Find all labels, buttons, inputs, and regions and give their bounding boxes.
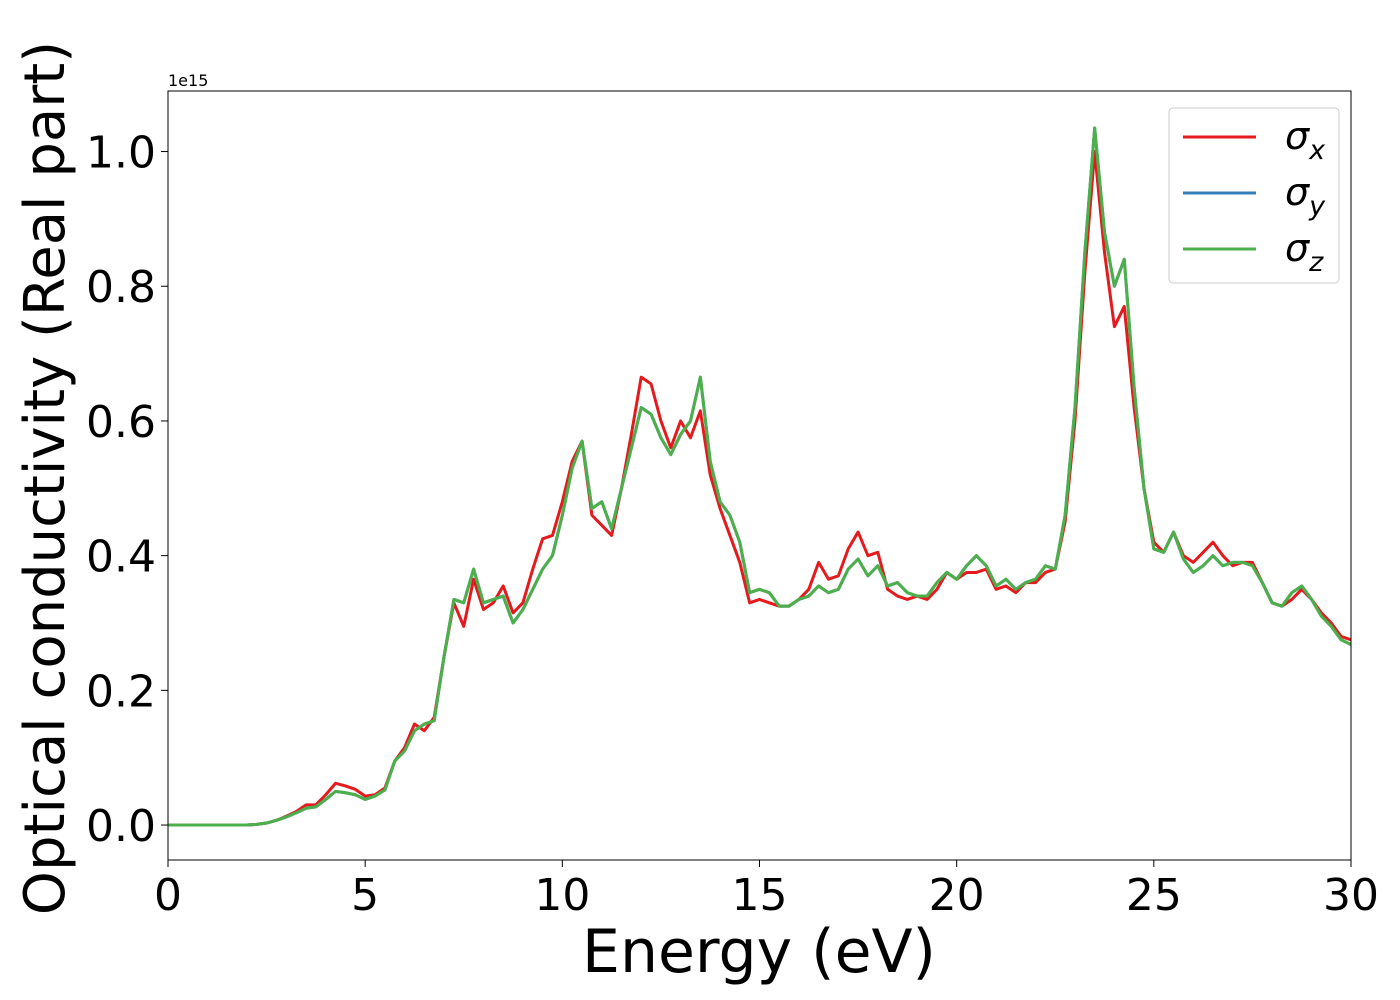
x-tick-label: 25	[1126, 870, 1182, 921]
y-offset-label: 1e15	[168, 71, 208, 90]
x-tick-label: 20	[929, 870, 985, 921]
plot-frame	[167, 90, 1352, 861]
x-tick-label: 15	[732, 870, 788, 921]
y-tick-label: 0.6	[86, 397, 156, 448]
legend-label: σy	[1285, 170, 1326, 222]
y-tick-label: 0.0	[86, 801, 156, 852]
legend-label: σz	[1285, 226, 1324, 278]
y-tick-label: 0.4	[86, 532, 156, 583]
y-tick-label: 0.8	[86, 262, 156, 313]
x-axis-label: Energy (eV)	[582, 917, 936, 987]
legend-label: σx	[1285, 114, 1326, 166]
x-tick-label: 0	[154, 870, 182, 921]
x-tick-label: 10	[534, 870, 590, 921]
series-line	[168, 126, 1351, 827]
x-tick-label: 30	[1323, 870, 1379, 921]
y-tick-label: 1.0	[86, 128, 156, 179]
x-tick-label: 5	[351, 870, 379, 921]
y-axis-label: Optical conductivity (Real part)	[13, 41, 78, 915]
y-tick-label: 0.2	[86, 666, 156, 717]
legend-box	[1168, 107, 1340, 284]
